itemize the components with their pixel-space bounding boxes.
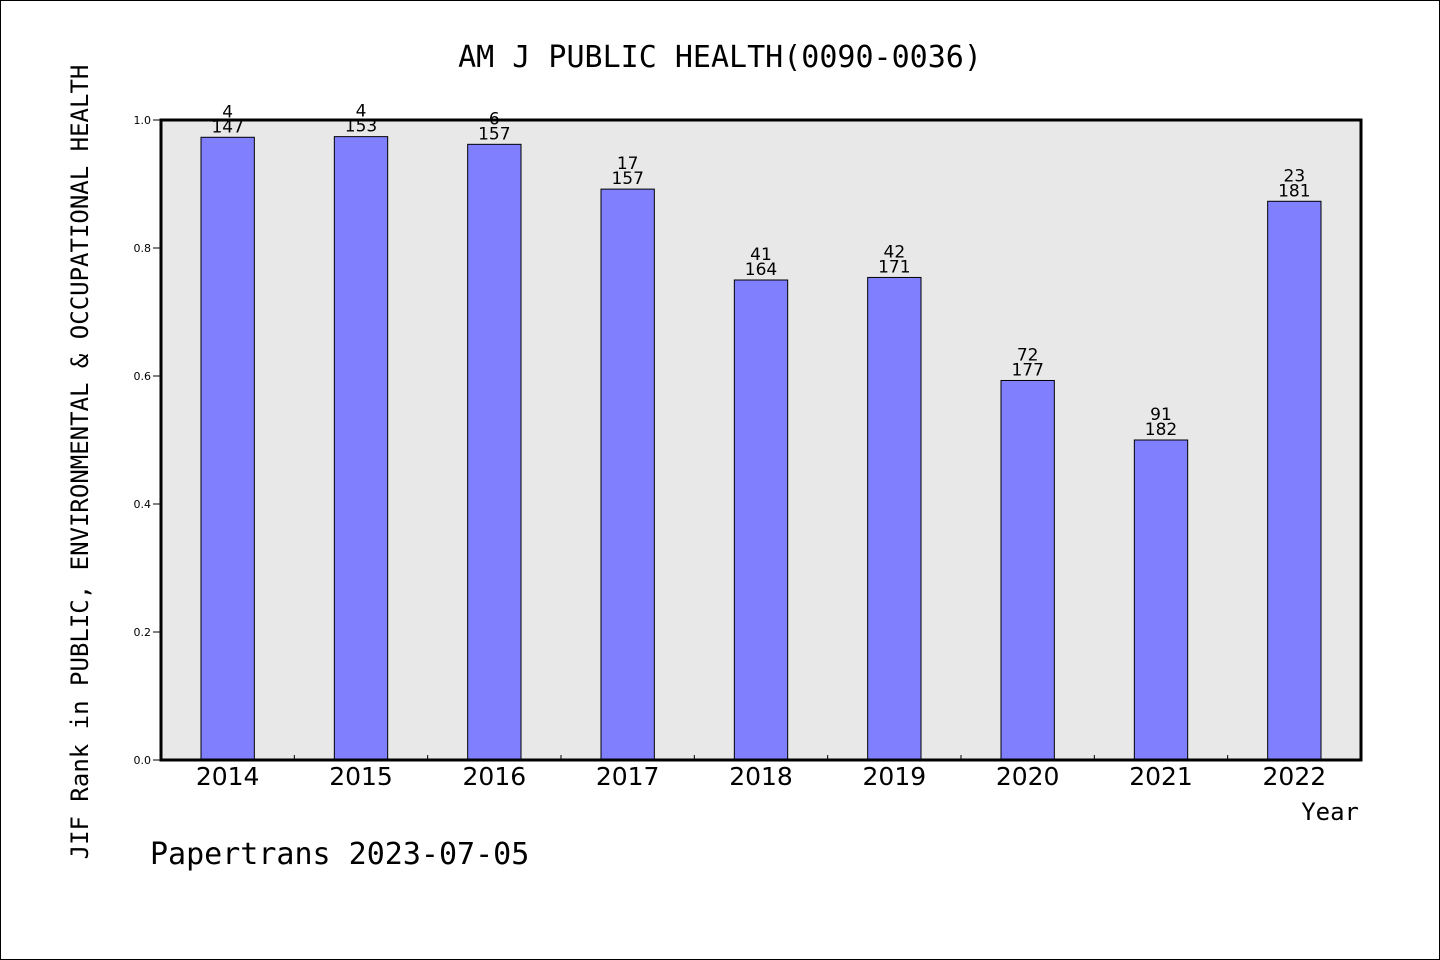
- y-tick-label: 0.4: [134, 498, 152, 511]
- bar: [1133, 439, 1189, 761]
- bar: [200, 136, 255, 761]
- y-tick-label: 0.2: [134, 626, 152, 639]
- y-axis: 0.0 0.2 0.4 0.6 0.8 1.0: [134, 114, 161, 767]
- y-tick-label: 0.8: [134, 242, 152, 255]
- x-tick-label: 2014: [196, 762, 260, 791]
- bar-total-label: 181: [1278, 181, 1310, 201]
- bar: [1000, 379, 1055, 761]
- bar-total-label: 171: [878, 257, 910, 277]
- bar-rank-label: 91: [1150, 405, 1172, 425]
- y-tick-label: 1.0: [134, 114, 152, 127]
- bar-rank-label: 41: [750, 245, 772, 265]
- bar: [867, 276, 922, 761]
- x-axis: 2014 2015 2016 2017 2018 2019 2020 2021 2022: [196, 755, 1326, 791]
- bar: [333, 136, 389, 761]
- chart-title: AM J PUBLIC HEALTH(0090-0036): [458, 40, 982, 75]
- bar-total-label: 147: [211, 117, 243, 137]
- plot-border: [159, 118, 1363, 762]
- bar-total-label: 157: [478, 124, 510, 144]
- bar-rank-label: 4: [222, 102, 233, 122]
- bar-rank-label: 72: [1017, 345, 1039, 365]
- y-tick-label: 0.0: [134, 754, 152, 767]
- bar-rank-label: 23: [1284, 166, 1306, 186]
- y-axis-label: JIF Rank in PUBLIC, ENVIRONMENTAL & OCCU…: [66, 65, 94, 860]
- bar: [733, 279, 789, 761]
- bar: [467, 143, 522, 761]
- bar: [1267, 200, 1322, 761]
- x-tick-label: 2021: [1129, 762, 1193, 791]
- bar-total-label: 153: [345, 117, 377, 137]
- x-tick-label: 2019: [863, 762, 927, 791]
- bar-total-label: 177: [1011, 360, 1043, 380]
- bar-total-label: 182: [1145, 420, 1177, 440]
- bar: [600, 188, 655, 761]
- bar-total-label: 157: [611, 169, 643, 189]
- x-tick-label: 2015: [329, 762, 393, 791]
- y-tick-label: 0.6: [134, 370, 152, 383]
- x-tick-label: 2022: [1263, 762, 1327, 791]
- x-axis-label: Year: [1301, 798, 1359, 826]
- x-tick-label: 2018: [729, 762, 793, 791]
- x-tick-label: 2016: [463, 762, 527, 791]
- x-tick-label: 2017: [596, 762, 660, 791]
- bar-rank-label: 17: [617, 154, 639, 174]
- bars: [200, 136, 1322, 761]
- bar-rank-label: 4: [356, 102, 367, 122]
- source-note: Papertrans 2023-07-05: [150, 837, 529, 872]
- bar-total-label: 164: [745, 260, 777, 280]
- bar-rank-label: 42: [884, 242, 906, 262]
- x-tick-label: 2020: [996, 762, 1060, 791]
